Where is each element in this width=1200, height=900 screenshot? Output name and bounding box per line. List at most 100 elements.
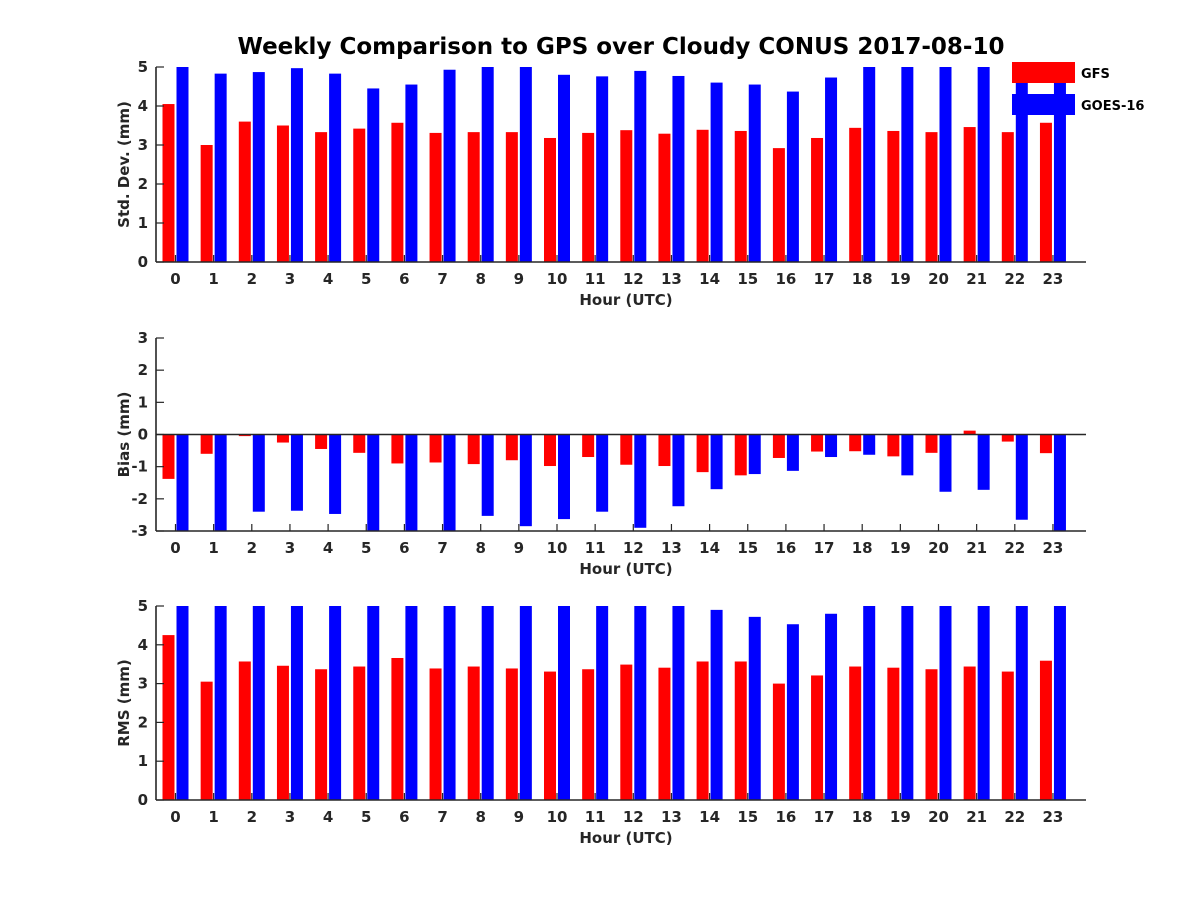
y-tick-label: 5 [138,58,148,76]
bar-goes-16-hour-3 [290,68,303,262]
legend-label-gfs: GFS [1081,67,1110,82]
bar-gfs-hour-10 [544,671,556,800]
x-tick-label: 1 [208,808,218,826]
bar-goes-16-hour-15 [748,616,761,800]
bar-goes-16-hour-10 [558,606,570,800]
x-tick-label: 3 [285,808,295,826]
x-tick-label: 20 [928,539,949,557]
bar-goes-16-hour-19 [901,67,914,262]
x-tick-label: 13 [661,808,682,826]
y-tick-label: 0 [138,791,148,809]
bar-goes-16-hour-16 [786,434,799,471]
y-axis-label: Std. Dev. (mm) [115,101,133,228]
x-tick-label: 6 [399,539,409,557]
x-tick-label: 15 [737,808,758,826]
bar-gfs-hour-4 [315,434,328,449]
legend-swatch-goes-16 [1012,94,1075,115]
bar-gfs-hour-5 [353,666,366,800]
bar-gfs-hour-10 [544,434,556,467]
bar-gfs-hour-22 [1001,671,1014,800]
x-tick-label: 16 [775,539,796,557]
x-tick-label: 21 [966,808,987,826]
bar-goes-16-hour-16 [786,91,799,262]
bar-goes-16-hour-21 [977,67,990,262]
x-tick-label: 21 [966,539,987,557]
bar-gfs-hour-12 [620,664,633,800]
x-tick-label: 17 [814,539,835,557]
x-tick-label: 22 [1004,270,1025,288]
bar-gfs-hour-21 [963,127,976,262]
x-tick-label: 10 [547,808,568,826]
bar-goes-16-hour-4 [329,606,342,800]
bar-gfs-hour-12 [620,434,633,465]
bar-gfs-hour-18 [849,666,862,800]
bar-gfs-hour-1 [200,434,213,454]
bar-goes-16-hour-16 [786,624,799,800]
x-tick-label: 5 [361,539,371,557]
y-tick-label: -1 [131,458,148,476]
bar-gfs-hour-23 [1039,122,1052,263]
x-tick-label: 4 [323,270,333,288]
bar-gfs-hour-14 [696,129,709,262]
bar-goes-16-hour-4 [329,434,342,514]
bar-goes-16-hour-3 [290,434,303,511]
legend: GFS GOES-16 [1012,62,1144,115]
x-tick-label: 2 [247,808,257,826]
bar-goes-16-hour-22 [1015,434,1028,520]
bar-gfs-hour-18 [849,434,862,452]
bar-gfs-hour-9 [505,132,518,262]
bar-gfs-hour-16 [772,434,785,458]
bar-gfs-hour-3 [276,125,289,262]
bar-gfs-hour-4 [315,132,328,262]
x-tick-label: 3 [285,539,295,557]
bar-gfs-hour-14 [696,661,709,800]
x-tick-label: 15 [737,539,758,557]
bar-goes-16-hour-9 [519,67,532,262]
bar-gfs-hour-22 [1001,132,1014,262]
bar-gfs-hour-2 [238,661,251,800]
y-tick-label: 2 [138,713,148,731]
bar-gfs-hour-10 [544,137,556,262]
bar-gfs-hour-17 [811,675,824,800]
y-tick-label: 2 [138,361,148,379]
bar-goes-16-hour-18 [863,434,876,455]
bar-goes-16-hour-18 [863,606,876,800]
bar-goes-16-hour-6 [405,434,418,531]
bar-goes-16-hour-1 [214,73,227,262]
bar-goes-16-hour-1 [214,434,227,531]
bar-gfs-hour-15 [734,661,747,800]
bar-gfs-hour-7 [429,132,442,262]
bar-goes-16-hour-13 [672,75,685,262]
y-tick-label: -2 [131,490,148,508]
x-tick-label: 8 [475,808,485,826]
bar-goes-16-hour-0 [176,67,189,262]
x-tick-label: 14 [699,270,720,288]
bar-goes-16-hour-11 [596,434,609,512]
x-tick-label: 9 [514,808,524,826]
bar-goes-16-hour-2 [252,72,265,262]
x-tick-label: 16 [775,270,796,288]
x-tick-label: 10 [547,270,568,288]
x-tick-label: 0 [170,270,180,288]
bar-gfs-hour-9 [505,668,518,800]
bar-goes-16-hour-11 [596,76,609,262]
y-tick-label: 0 [138,253,148,271]
bar-goes-16-hour-7 [443,434,456,531]
y-tick-label: -3 [131,522,148,540]
bar-goes-16-hour-14 [710,434,723,490]
y-axis-label: Bias (mm) [115,392,133,478]
bar-gfs-hour-2 [238,121,251,262]
y-tick-label: 0 [138,426,148,444]
bar-gfs-hour-19 [887,130,900,262]
x-tick-label: 19 [890,808,911,826]
bar-gfs-hour-8 [467,132,480,262]
bar-goes-16-hour-13 [672,606,685,800]
bar-goes-16-hour-5 [367,434,380,531]
bar-goes-16-hour-14 [710,609,723,800]
bar-gfs-hour-8 [467,434,480,465]
bar-goes-16-hour-17 [825,613,838,800]
bar-gfs-hour-1 [200,145,213,262]
bar-goes-16-hour-10 [558,434,570,520]
